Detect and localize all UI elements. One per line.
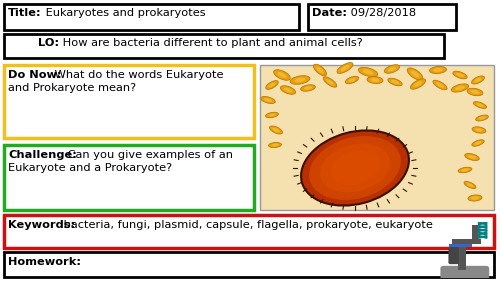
Bar bbox=[4, 252, 494, 277]
Ellipse shape bbox=[453, 71, 467, 79]
Text: LO:: LO: bbox=[38, 38, 59, 48]
Ellipse shape bbox=[464, 153, 479, 160]
Text: Keywords:: Keywords: bbox=[8, 220, 75, 230]
Ellipse shape bbox=[478, 116, 486, 120]
Ellipse shape bbox=[362, 69, 374, 74]
Ellipse shape bbox=[320, 144, 390, 192]
Text: Do Now:: Do Now: bbox=[8, 70, 62, 80]
Ellipse shape bbox=[314, 64, 326, 76]
Ellipse shape bbox=[430, 66, 446, 74]
Ellipse shape bbox=[284, 88, 292, 92]
Ellipse shape bbox=[475, 128, 483, 132]
Ellipse shape bbox=[384, 65, 400, 73]
Ellipse shape bbox=[268, 83, 276, 87]
Ellipse shape bbox=[272, 128, 280, 132]
Ellipse shape bbox=[464, 182, 476, 189]
Ellipse shape bbox=[367, 76, 383, 83]
Ellipse shape bbox=[280, 86, 295, 94]
Ellipse shape bbox=[455, 86, 465, 90]
Ellipse shape bbox=[358, 67, 378, 77]
Ellipse shape bbox=[474, 141, 482, 145]
Ellipse shape bbox=[370, 78, 380, 82]
Ellipse shape bbox=[461, 169, 469, 171]
Text: and Prokaryote mean?: and Prokaryote mean? bbox=[8, 83, 136, 93]
Ellipse shape bbox=[266, 112, 278, 118]
Ellipse shape bbox=[456, 73, 464, 77]
Bar bbox=[4, 215, 494, 248]
Ellipse shape bbox=[309, 136, 401, 200]
Ellipse shape bbox=[468, 155, 476, 159]
Ellipse shape bbox=[330, 151, 380, 185]
Bar bbox=[4, 4, 299, 30]
Ellipse shape bbox=[471, 196, 479, 200]
Bar bbox=[308, 4, 456, 30]
Ellipse shape bbox=[411, 71, 419, 77]
Ellipse shape bbox=[467, 88, 483, 96]
Ellipse shape bbox=[472, 76, 484, 84]
Ellipse shape bbox=[323, 77, 337, 87]
Ellipse shape bbox=[410, 79, 426, 89]
Ellipse shape bbox=[274, 70, 290, 80]
Ellipse shape bbox=[466, 183, 473, 187]
Bar bbox=[4, 34, 444, 58]
Bar bbox=[260, 65, 494, 210]
Ellipse shape bbox=[474, 78, 482, 82]
Bar bbox=[4, 145, 254, 210]
Ellipse shape bbox=[434, 68, 442, 72]
Text: Eukaryotes and prokaryotes: Eukaryotes and prokaryotes bbox=[42, 8, 205, 18]
Ellipse shape bbox=[472, 127, 486, 133]
Ellipse shape bbox=[468, 195, 482, 201]
Ellipse shape bbox=[268, 142, 281, 148]
Ellipse shape bbox=[290, 76, 310, 84]
Ellipse shape bbox=[268, 114, 276, 117]
Ellipse shape bbox=[264, 98, 272, 102]
Ellipse shape bbox=[458, 167, 472, 173]
Ellipse shape bbox=[474, 102, 486, 108]
Text: Challenge:: Challenge: bbox=[8, 150, 77, 160]
Ellipse shape bbox=[346, 76, 358, 84]
Text: How are bacteria different to plant and animal cells?: How are bacteria different to plant and … bbox=[59, 38, 363, 48]
Ellipse shape bbox=[476, 103, 484, 107]
Ellipse shape bbox=[260, 96, 276, 103]
Text: bacteria, fungi, plasmid, capsule, flagella, prokaryote, eukaryote: bacteria, fungi, plasmid, capsule, flage… bbox=[60, 220, 433, 230]
Text: Title:: Title: bbox=[8, 8, 42, 18]
Ellipse shape bbox=[436, 82, 444, 88]
Ellipse shape bbox=[433, 80, 447, 90]
Bar bbox=[4, 65, 254, 138]
Ellipse shape bbox=[300, 85, 316, 91]
Ellipse shape bbox=[294, 78, 306, 82]
Ellipse shape bbox=[326, 79, 334, 85]
Ellipse shape bbox=[476, 115, 488, 121]
Text: Date:: Date: bbox=[312, 8, 347, 18]
Ellipse shape bbox=[270, 126, 282, 134]
Text: Homework:: Homework: bbox=[8, 257, 81, 267]
Text: Eukaryote and a Prokaryote?: Eukaryote and a Prokaryote? bbox=[8, 163, 172, 173]
Text: Can you give examples of an: Can you give examples of an bbox=[64, 150, 233, 160]
Ellipse shape bbox=[388, 67, 396, 71]
Ellipse shape bbox=[304, 86, 312, 90]
Ellipse shape bbox=[348, 78, 356, 82]
Ellipse shape bbox=[408, 68, 422, 80]
Ellipse shape bbox=[414, 81, 422, 87]
Text: What do the words Eukaryote: What do the words Eukaryote bbox=[51, 70, 224, 80]
Ellipse shape bbox=[452, 84, 468, 92]
Ellipse shape bbox=[391, 80, 399, 84]
Ellipse shape bbox=[301, 130, 409, 206]
Ellipse shape bbox=[472, 140, 484, 146]
Ellipse shape bbox=[316, 67, 324, 73]
Ellipse shape bbox=[470, 90, 480, 94]
Ellipse shape bbox=[388, 78, 402, 86]
Ellipse shape bbox=[340, 65, 349, 71]
Ellipse shape bbox=[337, 63, 353, 73]
Ellipse shape bbox=[272, 144, 278, 146]
Ellipse shape bbox=[266, 81, 278, 89]
Text: 09/28/2018: 09/28/2018 bbox=[347, 8, 416, 18]
Ellipse shape bbox=[278, 72, 286, 78]
